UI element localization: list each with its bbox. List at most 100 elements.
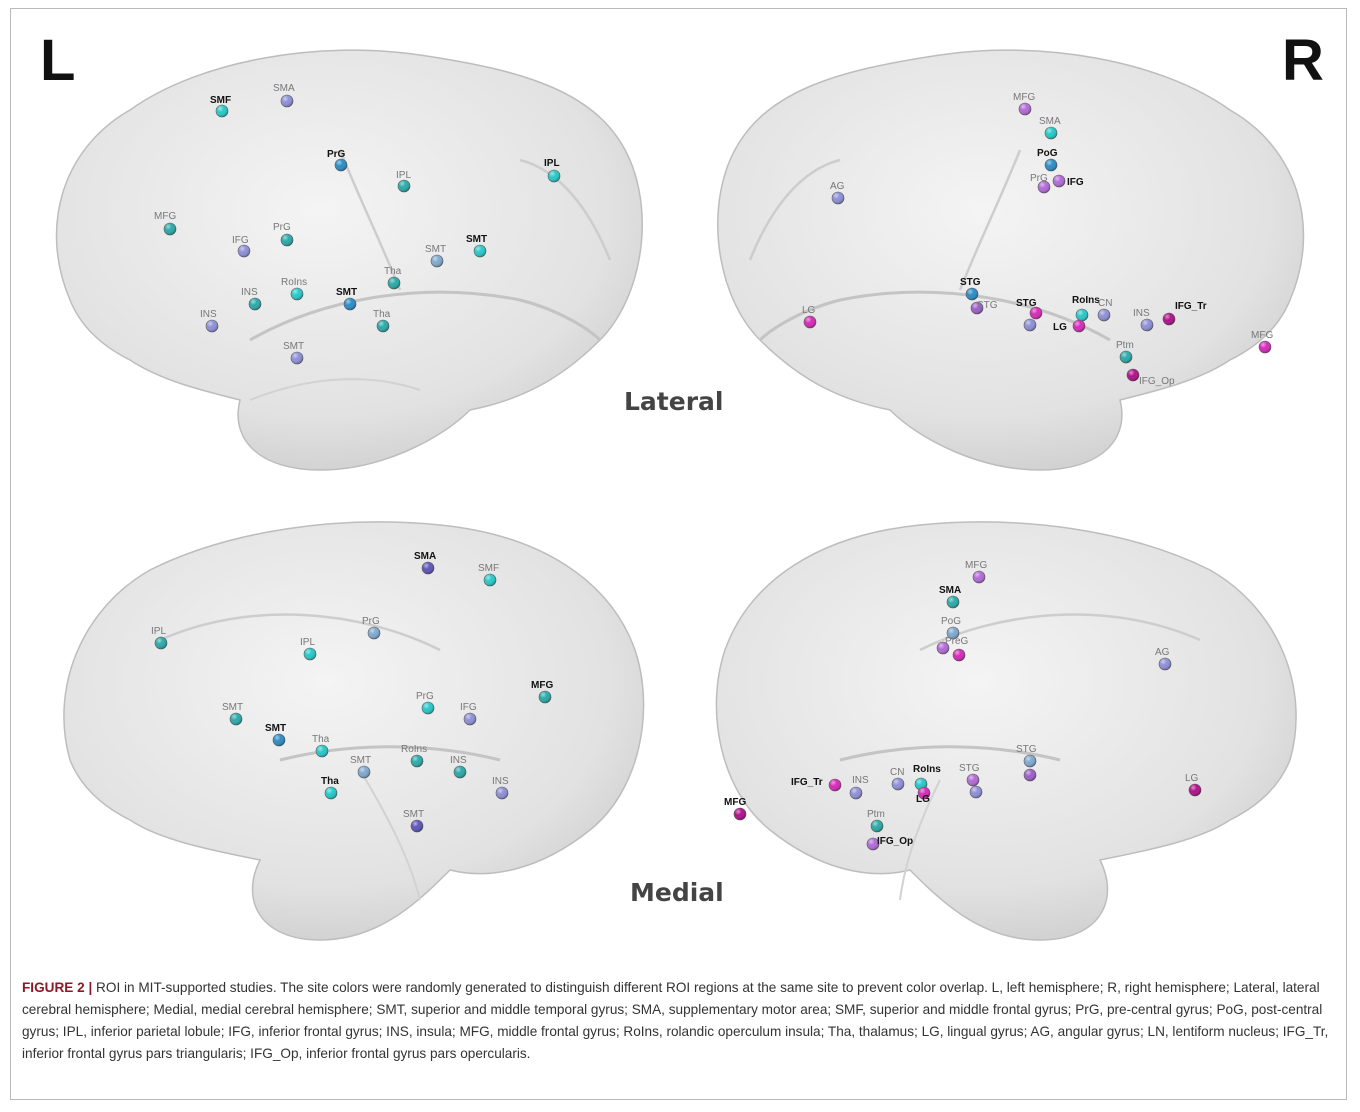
roi-marker	[1023, 768, 1037, 782]
roi-label: SMA	[273, 83, 295, 94]
roi-label: MFG	[154, 211, 176, 222]
roi-dot-shading	[973, 571, 985, 583]
roi-label: SMA	[939, 585, 961, 596]
roi-dot-shading	[1030, 307, 1042, 319]
roi-dot-shading	[1045, 127, 1057, 139]
roi-marker: CN	[890, 767, 904, 791]
roi-dot-shading	[422, 702, 434, 714]
roi-marker: RoIns	[281, 277, 307, 301]
roi-label: MFG	[1013, 92, 1035, 103]
roi-dot-shading	[918, 787, 930, 799]
roi-label: PrG	[1030, 173, 1048, 184]
roi-dot-shading	[829, 779, 841, 791]
caption-text: ROI in MIT-supported studies. The site c…	[22, 980, 1329, 1061]
brain-lateral-right	[717, 49, 1305, 471]
roi-label: SMA	[1039, 116, 1061, 127]
roi-marker: INS	[200, 309, 219, 333]
roi-label: IFG_Tr	[1175, 301, 1207, 312]
roi-dot-shading	[1045, 159, 1057, 171]
roi-marker: IFG_Op	[1126, 368, 1175, 387]
roi-marker: Tha	[321, 776, 339, 800]
roi-label: Ptm	[867, 809, 885, 820]
roi-dot-shading	[484, 574, 496, 586]
roi-label: Tha	[321, 776, 339, 787]
roi-label: Ptm	[1116, 340, 1134, 351]
right-hemisphere-label: R	[1282, 28, 1324, 93]
roi-label: LG	[1053, 322, 1067, 333]
roi-marker: IPL	[544, 158, 561, 183]
roi-marker: SMT	[283, 341, 304, 365]
roi-dot-shading	[1038, 181, 1050, 193]
roi-label: IFG	[460, 702, 477, 713]
roi-dot-shading	[291, 352, 303, 364]
roi-label: SMT	[425, 244, 446, 255]
roi-marker: PoG	[941, 616, 961, 640]
roi-marker: LG	[916, 786, 931, 805]
roi-dot-shading	[454, 766, 466, 778]
roi-dot-shading	[325, 787, 337, 799]
roi-dot-shading	[273, 734, 285, 746]
roi-label: STG	[959, 763, 980, 774]
roi-dot-shading	[316, 745, 328, 757]
brain-lateral-left	[55, 49, 643, 471]
roi-dot-shading	[850, 787, 862, 799]
roi-dot-shading	[947, 627, 959, 639]
roi-label: IPL	[396, 170, 411, 181]
roi-marker: SMT	[403, 809, 424, 833]
roi-label: INS	[1133, 308, 1150, 319]
roi-marker: PrG	[273, 222, 294, 247]
roi-marker: SMF	[478, 563, 499, 587]
left-hemisphere-label: L	[40, 28, 76, 93]
roi-marker: SMT	[466, 234, 487, 258]
roi-label: MFG	[965, 560, 987, 571]
roi-dot-shading	[804, 316, 816, 328]
roi-dot-shading	[734, 808, 746, 820]
roi-label: CN	[890, 767, 904, 778]
roi-dot-shading	[966, 288, 978, 300]
roi-marker: IFG_Op	[866, 836, 913, 851]
roi-dot-shading	[431, 255, 443, 267]
roi-label: SMA	[414, 551, 436, 562]
roi-marker: IPL	[300, 637, 317, 661]
roi-dot-shading	[496, 787, 508, 799]
roi-dot-shading	[971, 302, 983, 314]
roi-label: PrG	[362, 616, 380, 627]
roi-dot-shading	[871, 820, 883, 832]
brain-medial-right	[715, 521, 1297, 941]
roi-dot-shading	[344, 298, 356, 310]
roi-dot-shading	[358, 766, 370, 778]
roi-marker: LG	[1053, 319, 1086, 333]
roi-marker: SMT	[425, 244, 446, 268]
roi-marker: PrG	[416, 691, 435, 715]
roi-dot-shading	[422, 562, 434, 574]
roi-label: IFG_Op	[877, 836, 913, 847]
roi-marker: Tha	[373, 309, 391, 333]
roi-dot-shading	[281, 95, 293, 107]
roi-dot-shading	[867, 838, 879, 850]
roi-dot-shading	[1053, 175, 1065, 187]
roi-dot-shading	[937, 642, 949, 654]
roi-dot-shading	[377, 320, 389, 332]
roi-marker: PreG	[936, 636, 969, 655]
roi-marker: Tha	[312, 734, 330, 758]
roi-label: Tha	[312, 734, 330, 745]
roi-marker	[952, 648, 966, 662]
roi-marker: MFG	[1013, 92, 1035, 116]
roi-dot-shading	[230, 713, 242, 725]
roi-marker: STG	[1016, 744, 1037, 768]
roi-dot-shading	[1073, 320, 1085, 332]
medial-view-label: Medial	[630, 878, 724, 907]
roi-label: PrG	[416, 691, 434, 702]
roi-marker: SMT	[265, 723, 286, 747]
roi-label: AG	[1155, 647, 1170, 658]
roi-dot-shading	[967, 774, 979, 786]
roi-label: IFG_Tr	[791, 777, 823, 788]
roi-dot-shading	[1127, 369, 1139, 381]
roi-dot-shading	[548, 170, 560, 182]
roi-label: SMF	[210, 95, 231, 106]
roi-label: IPL	[300, 637, 315, 648]
roi-marker: RoIns	[401, 744, 427, 768]
roi-marker: PoG	[1037, 148, 1058, 172]
roi-label: INS	[200, 309, 217, 320]
figure-number: FIGURE 2 |	[22, 980, 93, 995]
